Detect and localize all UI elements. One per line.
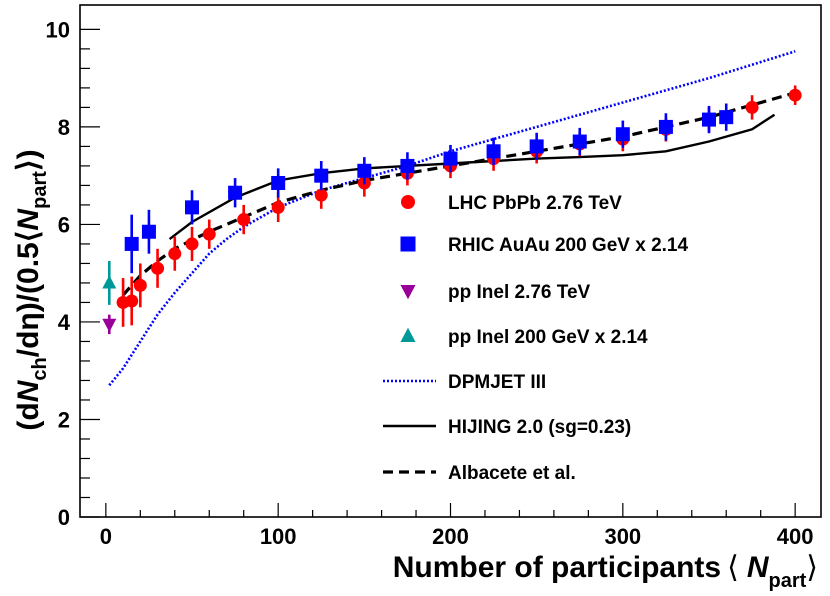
legend-label: HIJING 2.0 (sg=0.23) [448,417,631,438]
data-point [102,261,117,305]
series-layer [102,50,802,387]
series-line-5 [168,113,776,241]
data-point [615,120,630,148]
data-point [572,127,587,156]
legend-label: pp Inel 2.76 TeV [448,282,591,303]
data-point [151,248,165,288]
x-tick-label: 400 [777,524,814,549]
legend-entry: pp Inel 200 GeV x 2.14 [400,327,648,348]
series-line-4 [108,50,796,387]
data-point [141,209,156,254]
y-tick-label: 0 [58,505,70,530]
data-point [357,157,372,185]
legend-label: DPMJET III [448,372,546,393]
data-point [701,105,716,134]
y-tick-label: 4 [58,310,71,335]
x-tick-label: 300 [604,524,641,549]
data-point [788,85,802,105]
data-point [124,214,139,274]
x-tick-label: 100 [260,524,297,549]
data-point [271,168,286,198]
data-point [102,314,117,335]
x-tick-label: 0 [100,524,112,549]
legend-entry: DPMJET III [383,372,546,393]
x-tick-label: 200 [432,524,469,549]
data-point [168,236,182,271]
data-point [125,276,139,326]
legend: LHC PbPb 2.76 TeV RHIC AuAu 200 GeV x 2.1… [383,193,688,484]
legend-entry: RHIC AuAu 200 GeV x 2.14 [400,235,688,256]
y-tick-label: 6 [58,212,70,237]
data-point [745,95,759,120]
y-tick-label: 10 [46,17,70,42]
data-point [400,152,415,180]
legend-entry: LHC PbPb 2.76 TeV [401,193,622,214]
data-point [443,144,458,173]
data-point [133,263,147,308]
data-point [185,226,199,261]
legend-label: Albacete et al. [448,463,576,484]
data-point [658,113,673,141]
data-point [185,190,200,225]
legend-entry: pp Inel 2.76 TeV [400,282,591,303]
legend-entry: Albacete et al. [383,463,576,484]
data-point [237,204,251,235]
x-axis-title: Number of participants ⟨ Npart⟩ [393,551,818,592]
legend-label: LHC PbPb 2.76 TeV [448,193,622,214]
series-line-6 [121,91,796,297]
axis-ticks: 0 100 200 300 400 0 2 4 6 8 10 [46,17,814,549]
y-tick-label: 2 [58,407,70,432]
y-axis-title: (dNch/dη)/(0.5⟨Npart⟩) [12,149,51,430]
data-point [228,178,243,208]
data-point [719,103,734,131]
data-point [486,137,501,165]
y-tick-label: 8 [58,115,70,140]
data-point [314,161,329,191]
data-point [202,219,216,249]
legend-entry: HIJING 2.0 (sg=0.23) [383,417,631,438]
legend-label: RHIC AuAu 200 GeV x 2.14 [448,235,688,256]
data-point [529,132,544,161]
legend-label: pp Inel 200 GeV x 2.14 [448,327,648,348]
